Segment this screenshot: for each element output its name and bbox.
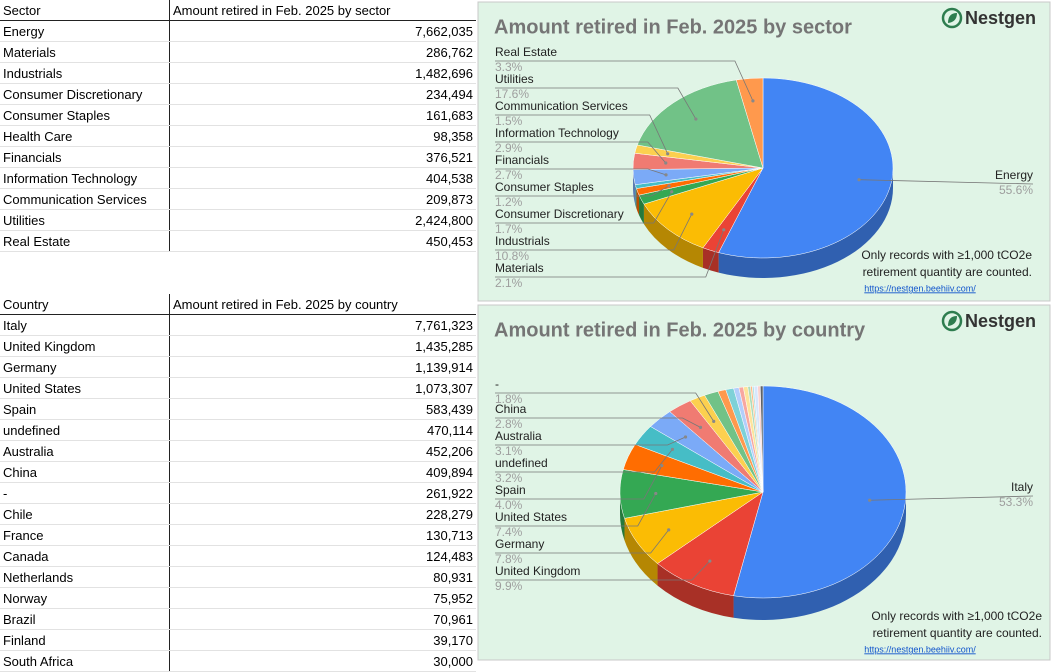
leader-dot [667, 528, 670, 531]
slice-percent: 53.3% [999, 495, 1033, 509]
slice-label: Australia [495, 429, 542, 443]
chart-title: Amount retired in Feb. 2025 by country [494, 319, 866, 341]
slice-label: Real Estate [495, 45, 557, 59]
slice-label: undefined [495, 456, 548, 470]
chart-note: retirement quantity are counted. [873, 626, 1042, 640]
slice-label: China [495, 402, 527, 416]
slice-percent: 2.1% [495, 276, 523, 290]
chart-link[interactable]: https://nestgen.beehiiv.com/ [864, 644, 976, 654]
slice-label: Information Technology [495, 126, 619, 140]
logo-text: Nestgen [965, 8, 1036, 28]
slice-label: Communication Services [495, 99, 628, 113]
slice-label: United States [495, 510, 567, 524]
chart-note: Only records with ≥1,000 tCO2e [861, 248, 1032, 262]
pie-chart: Amount retired in Feb. 2025 by country Ne… [478, 305, 1050, 660]
leader-dot [670, 190, 673, 193]
leader-dot [694, 117, 697, 120]
leader-dot [712, 420, 715, 423]
slice-label: Energy [995, 168, 1033, 182]
leader-dot [654, 492, 657, 495]
pie-chart: Amount retired in Feb. 2025 by sector Nes… [478, 2, 1050, 301]
slice-label: Utilities [495, 72, 534, 86]
leader-dot [666, 152, 669, 155]
logo-text: Nestgen [965, 311, 1036, 331]
slice-label: Germany [495, 537, 544, 551]
leader-dot [690, 212, 693, 215]
slice-label: Italy [1011, 480, 1033, 494]
slice-percent: 55.6% [999, 183, 1033, 197]
slice-label: United Kingdom [495, 564, 580, 578]
slice-label: Consumer Staples [495, 180, 594, 194]
leader-dot [699, 426, 702, 429]
leader-dot [667, 184, 670, 187]
leader-dot [671, 448, 674, 451]
slice-label: Financials [495, 153, 549, 167]
chart-note: retirement quantity are counted. [863, 265, 1032, 279]
slice-percent: 9.9% [495, 579, 523, 593]
slice-label: Materials [495, 261, 544, 275]
slice-label: Industrials [495, 234, 550, 248]
slice-label: Consumer Discretionary [495, 207, 624, 221]
slice-label: - [495, 377, 499, 391]
leader-dot [722, 228, 725, 231]
leader-dot [664, 161, 667, 164]
leader-dot [684, 435, 687, 438]
leader-dot [664, 173, 667, 176]
leader-dot [751, 99, 754, 102]
leader-dot [857, 178, 860, 181]
chart-note: Only records with ≥1,000 tCO2e [871, 609, 1042, 623]
leader-dot [708, 559, 711, 562]
slice-label: Spain [495, 483, 526, 497]
leader-dot [868, 499, 871, 502]
chart-title: Amount retired in Feb. 2025 by sector [494, 16, 852, 38]
chart-link[interactable]: https://nestgen.beehiiv.com/ [864, 283, 976, 293]
leader-dot [660, 464, 663, 467]
